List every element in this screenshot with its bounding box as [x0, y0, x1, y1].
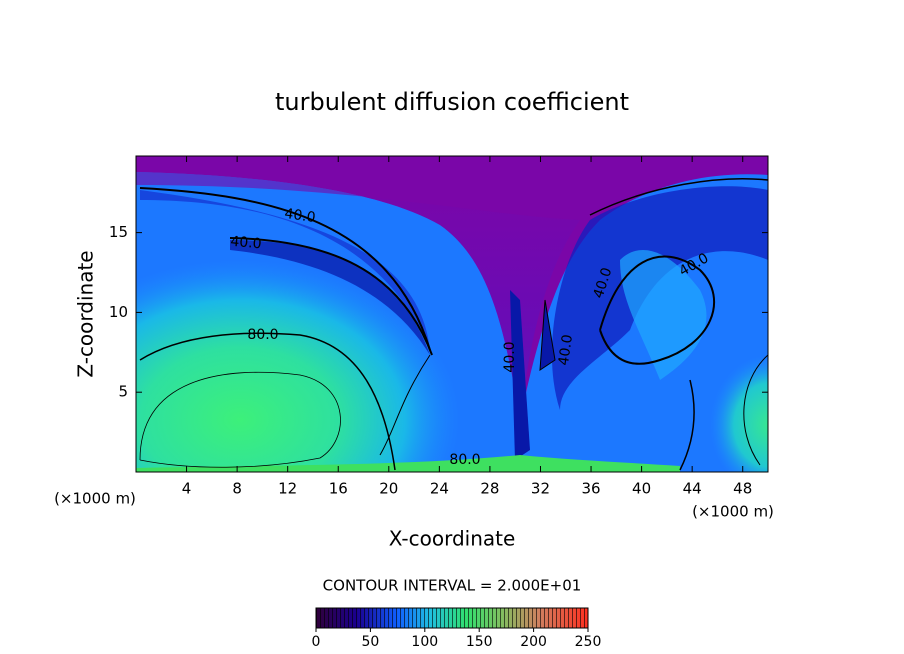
plot-frame [135, 155, 769, 473]
y-axis-label: Z-coordinate [74, 250, 98, 377]
chart-title: turbulent diffusion coefficient [275, 88, 629, 116]
x-unit-right: (×1000 m) [692, 503, 774, 521]
colorbar-frame [315, 607, 589, 629]
colorbar-tick-label: 250 [575, 634, 602, 650]
x-tick-label: 4 [182, 480, 192, 498]
x-tick-label: 44 [683, 480, 702, 498]
y-tick-label: 15 [109, 223, 128, 241]
x-axis-label: X-coordinate [389, 527, 516, 551]
contour-interval: CONTOUR INTERVAL = 2.000E+01 [323, 577, 582, 595]
x-tick-label: 12 [278, 480, 297, 498]
x-tick-label: 32 [531, 480, 550, 498]
x-tick-label: 24 [430, 480, 449, 498]
contour-label: 40.0 [283, 206, 316, 226]
x-tick-label: 20 [379, 480, 398, 498]
contour-field [136, 156, 768, 472]
contour-label: 80.0 [449, 452, 480, 468]
x-tick-label: 8 [232, 480, 242, 498]
colorbar-tick-label: 200 [520, 634, 547, 650]
contour-label: 40.0 [502, 341, 518, 372]
y-tick-label: 10 [109, 303, 128, 321]
x-tick-label: 28 [480, 480, 499, 498]
colorbar-stripes [316, 608, 588, 628]
colorbar-tick-label: 0 [312, 634, 321, 650]
x-tick-label: 36 [581, 480, 600, 498]
colorbar-tick-label: 50 [361, 634, 379, 650]
colorbar-tick-label: 100 [411, 634, 438, 650]
contour-label: 80.0 [247, 327, 278, 343]
x-tick-label: 48 [733, 480, 752, 498]
contour-label: 40.0 [230, 234, 262, 253]
x-unit-left: (×1000 m) [54, 490, 136, 508]
x-tick-label: 40 [632, 480, 651, 498]
colorbar-tick-label: 150 [466, 634, 493, 650]
contour-label: 40.0 [556, 333, 576, 366]
x-tick-label: 16 [329, 480, 348, 498]
y-tick-label: 5 [118, 383, 128, 401]
